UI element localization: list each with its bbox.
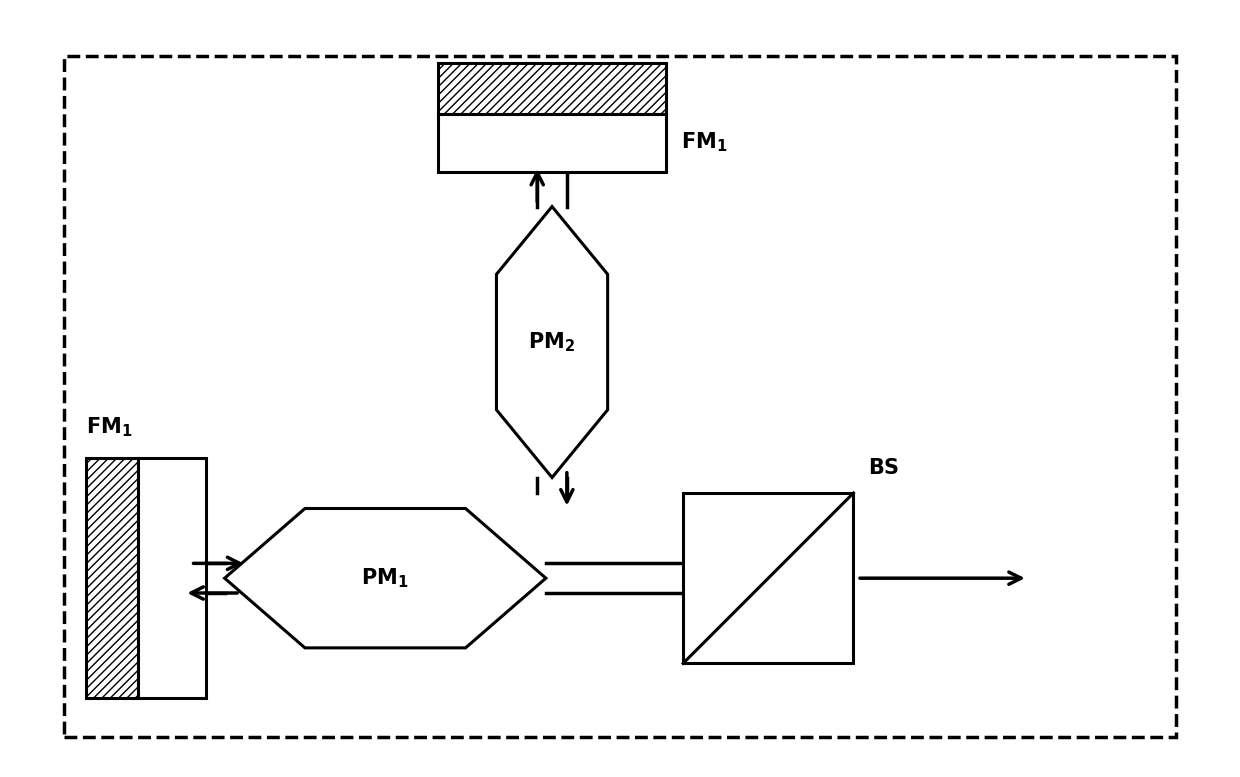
Bar (683, 493, 853, 664)
Text: $\mathbf{BS}$: $\mathbf{BS}$ (868, 458, 900, 478)
Bar (87, 458, 138, 699)
Bar (138, 458, 206, 699)
Bar (438, 113, 666, 172)
Text: $\mathbf{PM_1}$: $\mathbf{PM_1}$ (362, 566, 409, 590)
Polygon shape (496, 207, 608, 478)
Text: $\mathbf{FM_1}$: $\mathbf{FM_1}$ (87, 415, 133, 439)
Bar (438, 64, 666, 113)
Text: $\mathbf{PM_2}$: $\mathbf{PM_2}$ (528, 330, 575, 354)
Bar (64, 56, 1176, 737)
Polygon shape (224, 508, 546, 648)
Text: $\mathbf{FM_1}$: $\mathbf{FM_1}$ (681, 131, 728, 155)
